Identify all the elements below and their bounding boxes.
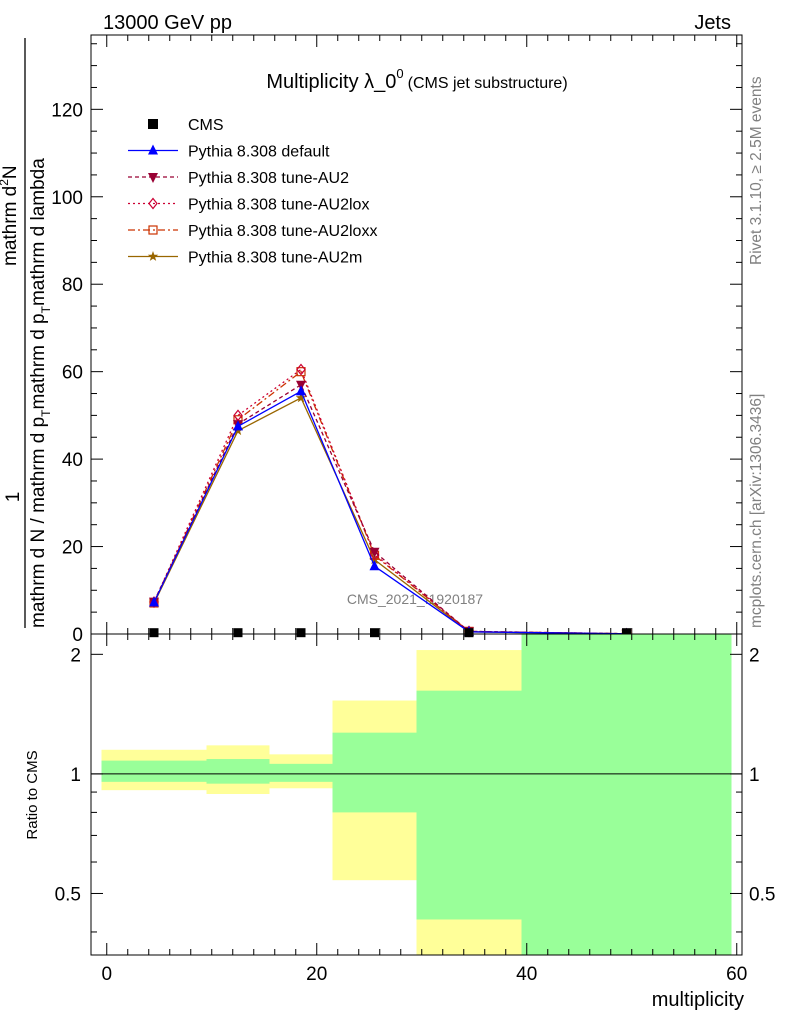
main-plot-series [148,363,632,640]
y-den-c: mathrm d lambda [28,158,49,306]
x-tick-label: 40 [516,964,537,985]
y-axis-label-denominator: mathrm d N / mathrm d pTmathrm d pTmathr… [28,158,53,628]
ratio-y-tick-label: 1 [70,765,81,786]
ratio-band-inner [332,732,417,813]
legend: CMS Pythia 8.308 default Pythia 8.308 tune… [128,117,377,267]
mcplots-label: mcplots.cern.ch [arXiv:1306.3436] [748,394,765,628]
data-point [369,560,380,571]
legend-item-cms: CMS [148,117,224,134]
series-line-default [153,390,627,635]
data-point [295,392,307,403]
data-point [233,628,243,638]
y-tick-label: 40 [62,450,83,471]
data-point [233,420,243,431]
y-den-T1: T [39,409,53,417]
series-line-au2lox [153,368,627,635]
ratio-y-label: Ratio to CMS [24,750,41,839]
ratio-plot: 0.5 0.51 12 20 20 40 60 Ratio to CMS multiplic… [24,633,775,1011]
y-tick-label: 20 [62,538,83,559]
y-axis-label-one: 1 [3,492,24,503]
y-tick-label: 80 [62,275,83,296]
legend-label: Pythia 8.308 tune-AU2m [188,250,362,267]
main-plot-ticks: 0 20 40 60 80 100 120 [51,35,742,646]
legend-item-au2: Pythia 8.308 tune-AU2 [128,170,349,187]
x-tick-label: 0 [101,964,112,985]
data-point [369,548,380,561]
ratio-y-tick-label-right: 0.5 [749,884,775,905]
legend-item-au2loxx: Pythia 8.308 tune-AU2loxx [128,223,377,240]
legend-label: Pythia 8.308 tune-AU2 [188,170,349,187]
legend-item-au2m: Pythia 8.308 tune-AU2m [128,250,362,267]
ratio-y-tick-label: 2 [70,645,81,666]
y-num-sup: 2 [0,179,11,186]
plot-title-sup: 0 [396,66,403,81]
data-point [369,547,380,558]
rivet-label: Rivet 3.1.10, ≥ 2.5M events [748,76,765,265]
ratio-y-tick-label-right: 1 [749,765,760,786]
y-den-b: mathrm d p [28,313,49,409]
x-tick-label: 20 [306,964,327,985]
y-tick-label: 100 [51,188,83,209]
y-den-a: mathrm d N / mathrm d p [28,417,49,628]
data-point [149,596,159,607]
legend-label: Pythia 8.308 tune-AU2lox [188,197,369,214]
energy-label: 13000 GeV pp [103,12,232,34]
data-point [370,628,379,638]
legend-label: CMS [188,117,224,134]
legend-label: Pythia 8.308 tune-AU2loxx [188,223,377,240]
x-tick-label: 60 [726,964,747,985]
ratio-y-tick-label-right: 2 [749,645,760,666]
data-point [148,119,158,129]
ratio-band-inner [521,634,732,955]
y-num-a: mathrm d [0,186,21,266]
y-tick-label: 0 [72,625,83,646]
y-axis-label-numerator: mathrm d2N [0,165,21,266]
data-point [148,173,158,183]
ratio-band-inner [416,690,522,920]
jets-label: Jets [694,12,731,34]
data-point [149,628,159,638]
ratio-bands [101,634,732,955]
plot-title-main: Multiplicity λ_0 [266,71,396,93]
data-point [148,144,158,155]
ratio-plot-frame [90,633,743,956]
legend-item-au2lox: Pythia 8.308 tune-AU2lox [128,197,369,214]
data-point [147,251,159,261]
ratio-band-inner [101,760,207,782]
ratio-plot-ticks: 0.5 0.51 12 20 20 40 60 [55,634,775,985]
ratio-y-tick-label: 0.5 [55,884,81,905]
ratio-band-inner [206,759,270,784]
legend-item-default: Pythia 8.308 default [128,144,330,161]
legend-label: Pythia 8.308 default [188,144,330,161]
data-point [296,363,306,376]
y-tick-label: 120 [51,100,83,121]
data-point [296,385,306,396]
data-point [296,628,306,638]
y-tick-label: 60 [62,363,83,384]
x-axis-label: multiplicity [652,989,744,1011]
data-point [622,628,631,638]
ratio-band-inner [269,763,333,782]
y-den-T2: T [39,305,53,313]
data-point [148,225,158,235]
data-point [148,197,158,210]
y-num-b: N [0,165,21,179]
data-point [464,628,474,638]
plot-title: Multiplicity λ_00 (CMS jet substructure) [266,66,567,93]
plot-title-sub: (CMS jet substructure) [408,75,568,92]
y-axis-label: 1 mathrm d2N mathrm d N / mathrm d pTmat… [0,38,53,628]
watermark: CMS_2021_I1920187 [347,591,483,607]
data-point [296,367,306,377]
